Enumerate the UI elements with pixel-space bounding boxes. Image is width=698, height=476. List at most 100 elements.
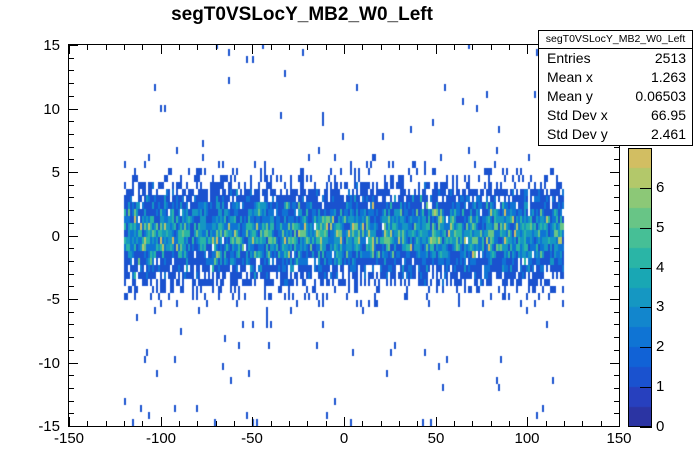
color-scale-label: 2 — [656, 338, 665, 355]
x-axis-minor-tick — [124, 421, 125, 427]
statistics-key: Mean x — [547, 69, 593, 85]
x-axis-tick — [436, 417, 437, 427]
y-axis-label: -5 — [46, 291, 60, 308]
statistics-row: Std Dev x 66.95 — [539, 106, 692, 125]
x-axis-tick-top — [252, 44, 253, 54]
color-scale-tick — [640, 188, 652, 189]
x-axis-minor-tick — [271, 421, 272, 427]
x-axis-label: -150 — [53, 430, 85, 447]
x-axis-minor-tick — [381, 421, 382, 427]
statistics-value: 66.95 — [650, 107, 686, 123]
x-axis-tick — [527, 417, 528, 427]
y-axis-minor-tick — [68, 312, 74, 313]
y-axis-labels: -15 -10 -5 0 5 10 15 — [14, 0, 60, 476]
x-axis-minor-tick-top — [234, 44, 235, 50]
x-axis-minor-tick — [472, 421, 473, 427]
statistics-key: Entries — [547, 50, 591, 66]
y-axis-minor-tick-right — [614, 197, 620, 198]
x-axis-minor-tick — [454, 421, 455, 427]
color-scale-label: 1 — [656, 378, 665, 395]
y-axis-minor-tick — [68, 96, 74, 97]
statistics-box: segT0VSLocY_MB2_W0_Left Entries 2513 Mean … — [538, 30, 693, 146]
x-axis-minor-tick-top — [179, 44, 180, 50]
y-axis-tick — [68, 172, 78, 173]
statistics-value: 2513 — [654, 50, 686, 66]
y-axis-minor-tick — [68, 197, 74, 198]
y-axis-minor-tick — [68, 210, 74, 211]
y-axis-minor-tick-right — [614, 375, 620, 376]
x-axis-minor-tick-top — [381, 44, 382, 50]
color-scale-gradient — [628, 148, 652, 427]
y-axis-minor-tick-right — [614, 312, 620, 313]
x-axis-minor-tick — [326, 421, 327, 427]
y-axis-label: -15 — [38, 418, 60, 435]
y-axis-tick — [68, 299, 78, 300]
statistics-row: Entries 2513 — [539, 49, 692, 68]
x-axis-minor-tick-top — [399, 44, 400, 50]
x-axis-minor-tick-top — [271, 44, 272, 50]
y-axis-minor-tick — [68, 324, 74, 325]
y-axis-minor-tick — [68, 58, 74, 59]
y-axis-minor-tick — [68, 159, 74, 160]
color-scale-label: 4 — [656, 259, 665, 276]
y-axis-minor-tick — [68, 121, 74, 122]
x-axis-label: 50 — [427, 430, 445, 447]
x-axis-minor-tick — [546, 421, 547, 427]
y-axis-minor-tick — [68, 248, 74, 249]
x-axis-minor-tick — [142, 421, 143, 427]
statistics-value: 1.263 — [650, 69, 686, 85]
x-axis-label: -50 — [241, 430, 263, 447]
x-axis-tick — [69, 417, 70, 427]
color-scale-bar — [628, 148, 652, 427]
y-axis-minor-tick-right — [614, 324, 620, 325]
y-axis-tick — [68, 426, 78, 427]
x-axis-label: 0 — [339, 430, 349, 447]
y-axis-minor-tick-right — [614, 388, 620, 389]
x-axis-minor-tick — [399, 421, 400, 427]
statistics-value: 2.461 — [650, 126, 686, 142]
statistics-row: Mean y 0.06503 — [539, 87, 692, 106]
x-axis-minor-tick — [197, 421, 198, 427]
x-axis-tick-top — [436, 44, 437, 54]
y-axis-minor-tick-right — [614, 147, 620, 148]
y-axis-minor-tick — [68, 413, 74, 414]
y-axis-minor-tick — [68, 70, 74, 71]
y-axis-tick-right — [610, 363, 620, 364]
y-axis-label: 0 — [51, 228, 60, 245]
y-axis-label: 15 — [43, 37, 60, 54]
color-scale-label: 6 — [656, 179, 665, 196]
y-axis-minor-tick-right — [614, 159, 620, 160]
x-axis-tick-top — [527, 44, 528, 54]
y-axis-minor-tick — [68, 286, 74, 287]
x-axis-tick-top — [69, 44, 70, 54]
x-axis-minor-tick-top — [472, 44, 473, 50]
histogram-plot-area — [69, 45, 619, 426]
y-axis-minor-tick-right — [614, 286, 620, 287]
y-axis-minor-tick-right — [614, 223, 620, 224]
x-axis-minor-tick — [362, 421, 363, 427]
statistics-key: Std Dev y — [547, 126, 608, 142]
y-axis-tick-right — [610, 299, 620, 300]
x-axis-label: -100 — [145, 430, 177, 447]
x-axis-minor-tick-top — [216, 44, 217, 50]
statistics-row: Mean x 1.263 — [539, 68, 692, 87]
y-axis-minor-tick — [68, 83, 74, 84]
y-axis-minor-tick — [68, 261, 74, 262]
x-axis-minor-tick-top — [106, 44, 107, 50]
y-axis-tick — [68, 109, 78, 110]
x-axis-minor-tick — [307, 421, 308, 427]
y-axis-minor-tick — [68, 223, 74, 224]
x-axis-minor-tick-top — [454, 44, 455, 50]
statistics-value: 0.06503 — [635, 88, 686, 104]
y-axis-minor-tick-right — [614, 261, 620, 262]
x-axis-minor-tick — [87, 421, 88, 427]
y-axis-tick-right — [610, 426, 620, 427]
y-axis-minor-tick-right — [614, 210, 620, 211]
x-axis-minor-tick — [582, 421, 583, 427]
x-axis-minor-tick — [179, 421, 180, 427]
x-axis-tick-top — [161, 44, 162, 54]
y-axis-minor-tick — [68, 274, 74, 275]
y-axis-minor-tick — [68, 401, 74, 402]
color-scale-label: 5 — [656, 219, 665, 236]
